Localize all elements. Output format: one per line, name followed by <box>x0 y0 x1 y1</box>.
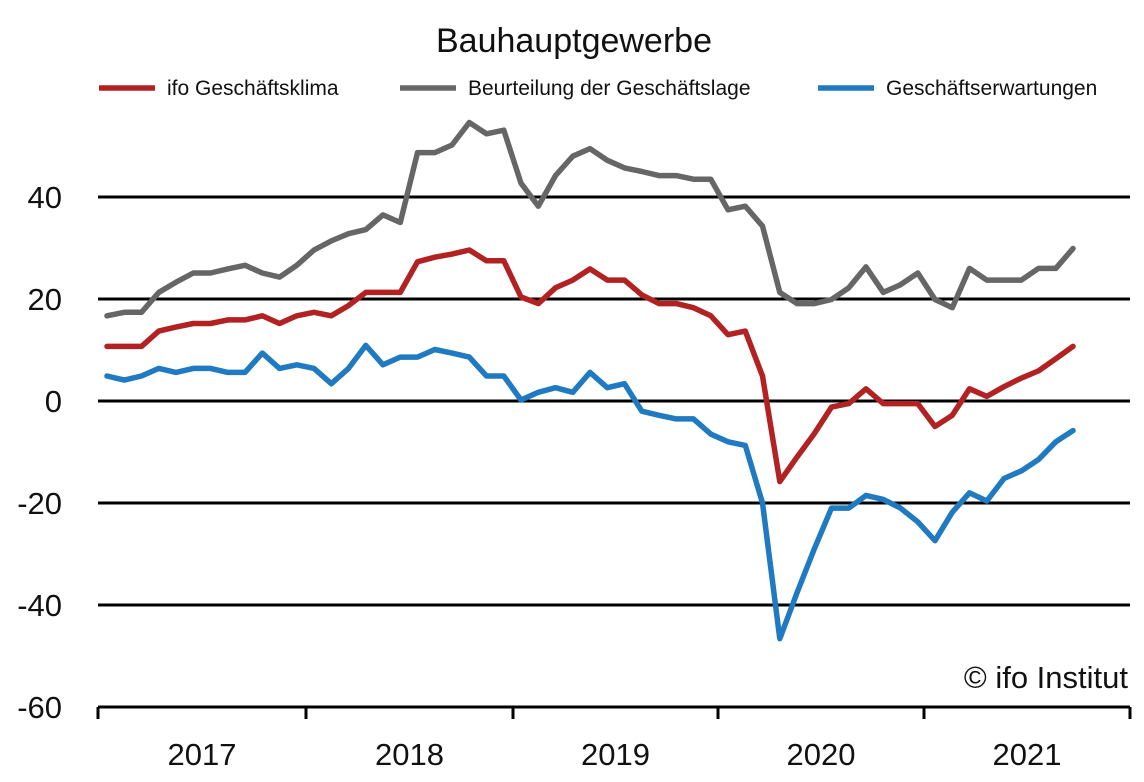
y-tick-label: 20 <box>28 282 62 317</box>
legend-label: Beurteilung der Geschäftslage <box>468 77 751 100</box>
series-line-2 <box>104 342 1076 642</box>
gridlines <box>98 195 1130 709</box>
x-tick-label: 2017 <box>168 737 237 772</box>
x-tick-label: 2021 <box>993 737 1062 772</box>
x-tick-label: 2019 <box>581 737 650 772</box>
legend-label: Geschäftserwartungen <box>886 77 1097 100</box>
x-tick-label: 2020 <box>787 737 856 772</box>
series-lines <box>104 119 1076 642</box>
legend-label: ifo Geschäftsklima <box>167 77 339 100</box>
y-tick-label: -60 <box>17 690 62 725</box>
legend: ifo Geschäftsklima Beurteilung der Geschä… <box>99 77 1097 100</box>
x-axis: 2017 2018 2019 2020 2021 <box>96 707 1132 772</box>
series-line-1 <box>104 119 1076 319</box>
y-axis-ticks: -60 -40 -20 0 20 40 <box>17 180 62 725</box>
y-tick-label: 40 <box>28 180 62 215</box>
x-tick-label: 2018 <box>375 737 444 772</box>
y-tick-label: 0 <box>45 384 62 419</box>
y-tick-label: -40 <box>17 588 62 623</box>
series-line-0 <box>104 247 1076 485</box>
copyright-label: © ifo Institut <box>964 660 1129 695</box>
y-tick-label: -20 <box>17 486 62 521</box>
chart-title: Bauhauptgewerbe <box>436 22 712 60</box>
